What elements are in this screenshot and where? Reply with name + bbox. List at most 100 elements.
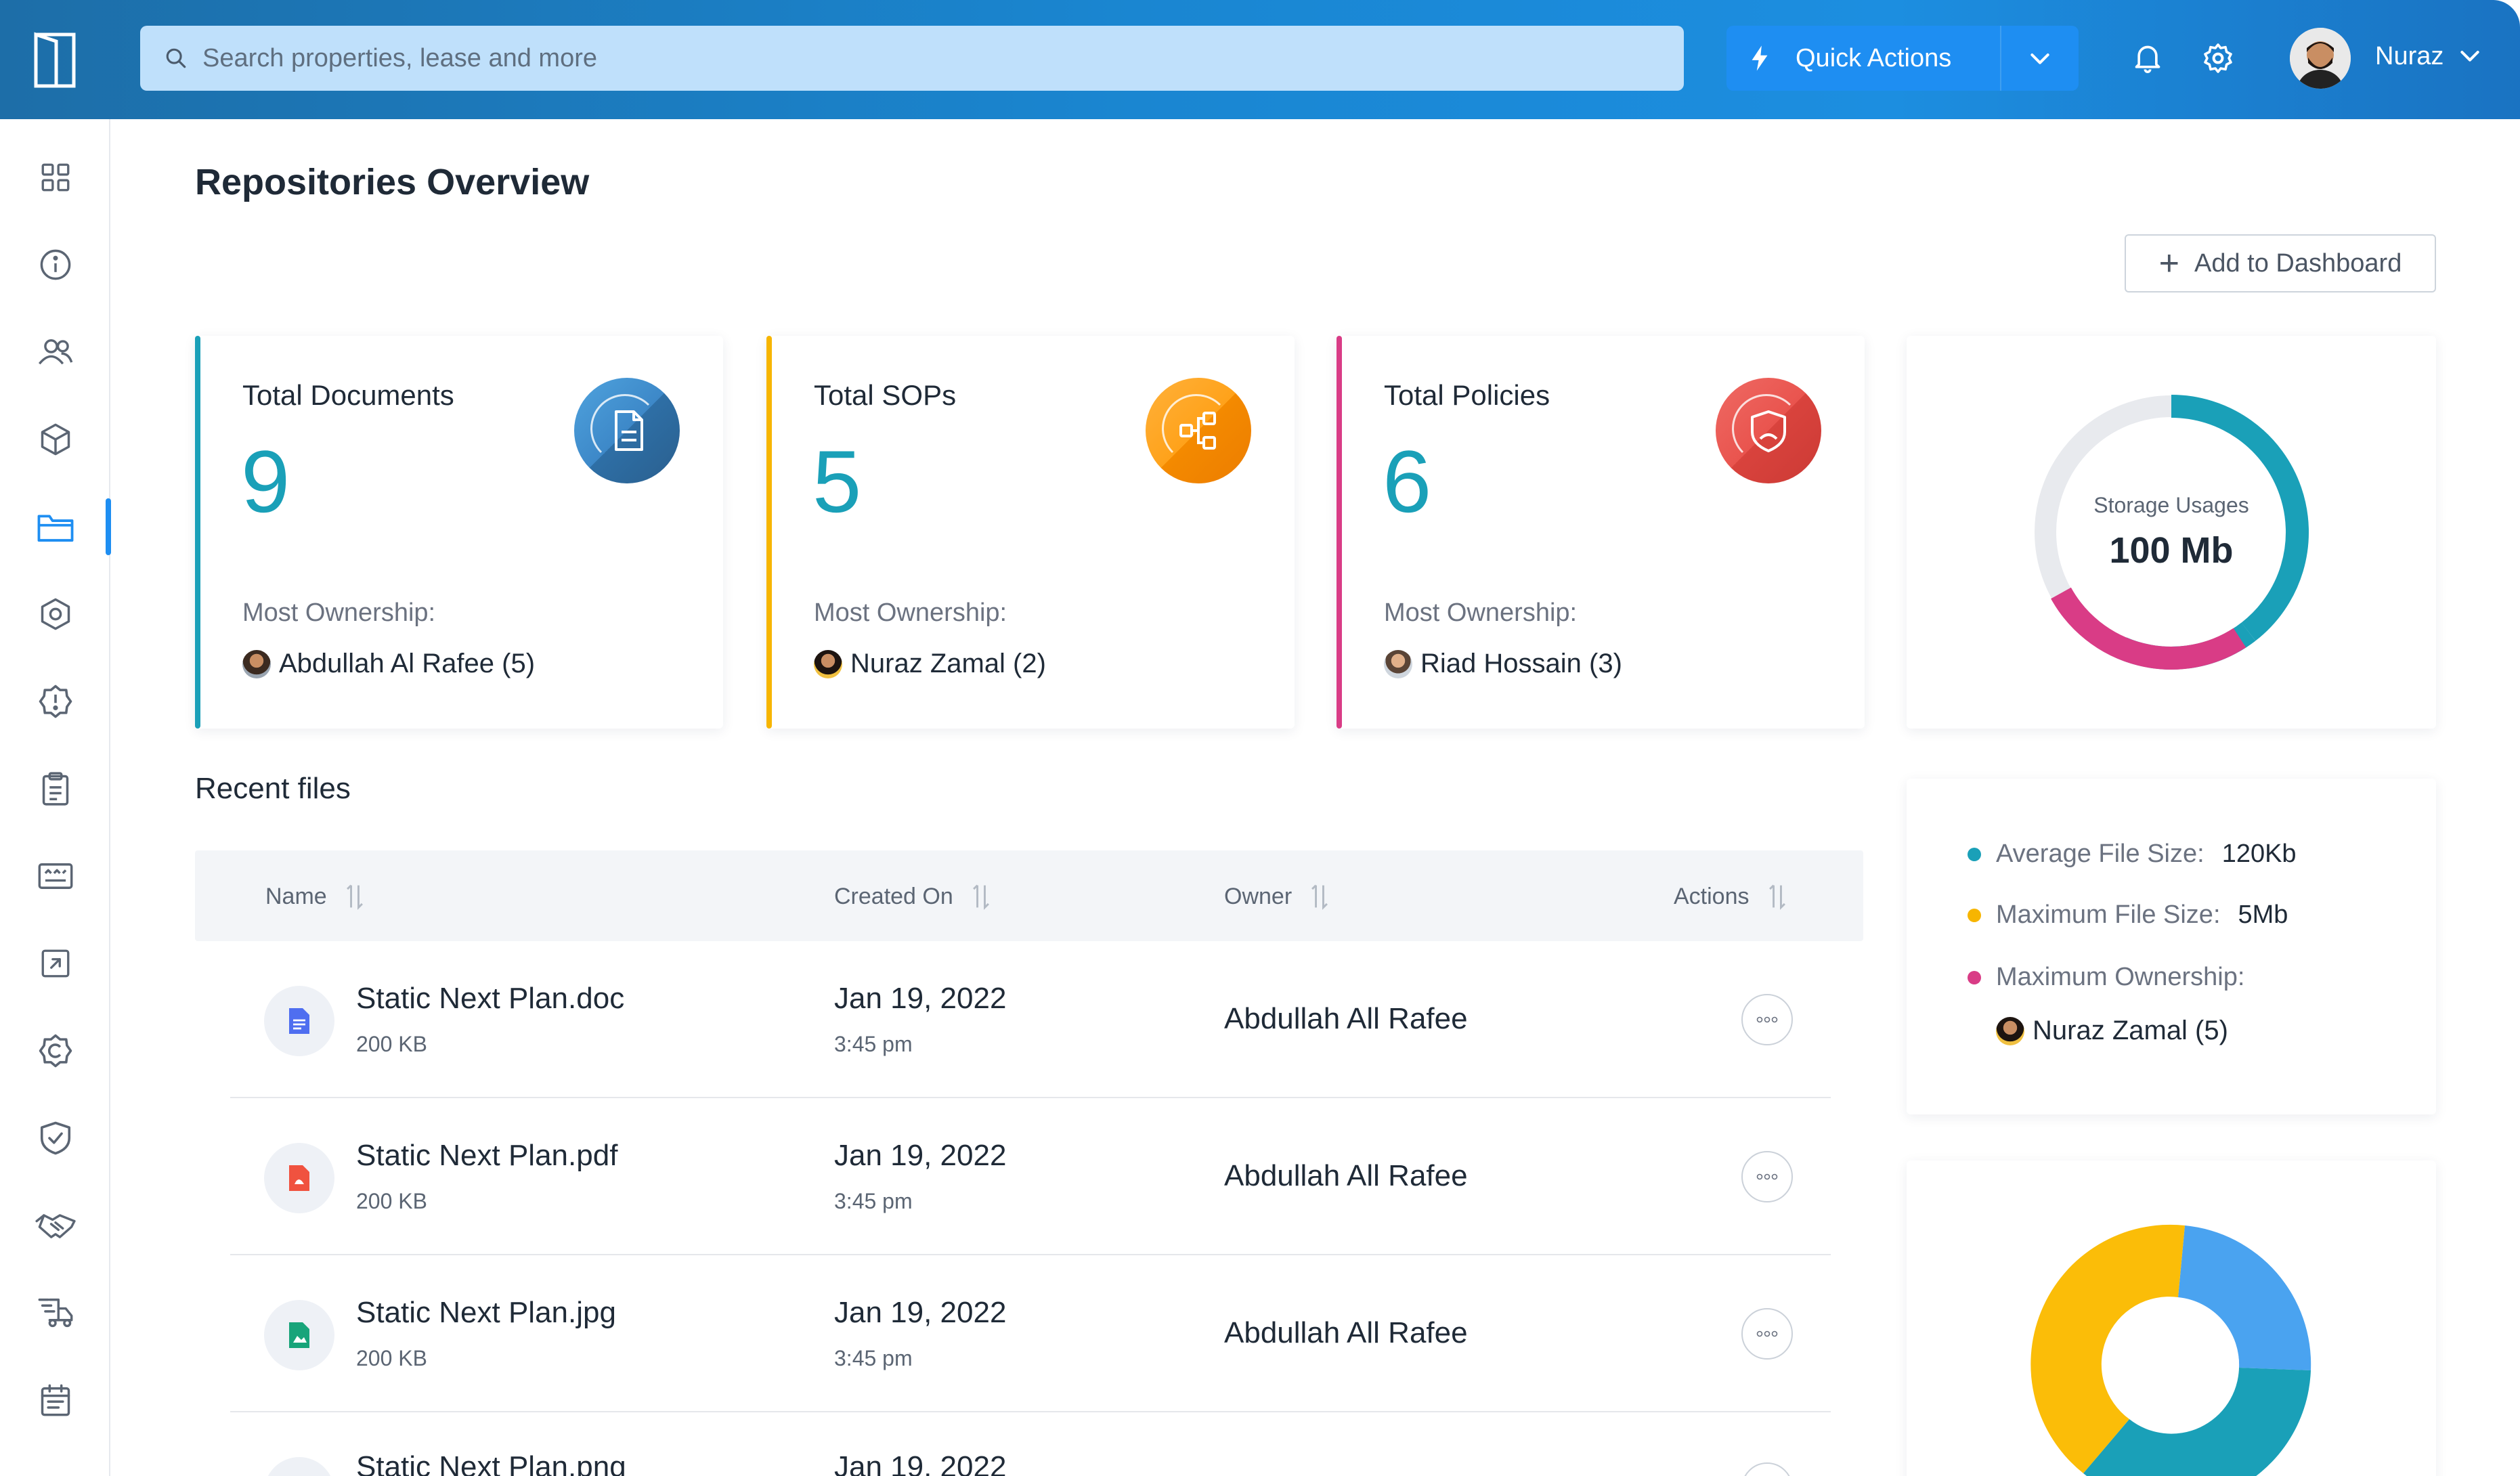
user-name[interactable]: Nuraz (2375, 42, 2444, 70)
column-label: Created On (834, 883, 953, 909)
pdf-file-icon (264, 1143, 334, 1213)
column-header-name[interactable]: Name (265, 883, 365, 910)
search-bar[interactable] (140, 26, 1684, 91)
sidebar-item-assets[interactable] (0, 406, 110, 473)
file-owner: Abdullah All Rafee (1224, 1159, 1468, 1192)
settings-button[interactable] (2198, 38, 2238, 79)
file-time: 3:45 pm (834, 1189, 913, 1213)
card-value: 5 (812, 432, 862, 531)
user-menu-toggle[interactable] (2456, 42, 2483, 72)
card-accent (766, 336, 772, 729)
page-title: Repositories Overview (195, 162, 590, 202)
sidebar-item-partners[interactable] (0, 1192, 110, 1259)
donut-segment-other (2051, 587, 2246, 670)
stat-ownership-owner: Nuraz Zamal (5) (1996, 1016, 2228, 1046)
sidebar-item-delivery[interactable] (0, 1279, 110, 1347)
distribution-donut-chart (2030, 1224, 2311, 1476)
column-header-created-on[interactable]: Created On (834, 883, 991, 910)
app-logo[interactable] (0, 0, 110, 119)
notifications-button[interactable] (2127, 38, 2168, 79)
image-file-icon (264, 1300, 334, 1370)
table-row[interactable]: Static Next Plan.pdf 200 KB Jan 19, 2022… (230, 1100, 1831, 1255)
stat-label: Maximum Ownership: (1996, 963, 2245, 991)
sidebar-item-export[interactable] (0, 930, 110, 997)
chevron-down-icon (2460, 51, 2479, 62)
grid-icon (41, 163, 69, 192)
file-time: 3:45 pm (834, 1346, 913, 1370)
legend-dot (1968, 847, 1981, 861)
column-header-actions[interactable]: Actions (1674, 883, 1787, 910)
clipboard-icon (42, 772, 68, 806)
quick-actions-dropdown[interactable] (2001, 26, 2079, 91)
recent-files-title: Recent files (195, 772, 351, 805)
user-avatar[interactable] (2290, 28, 2351, 89)
card-owner: Nuraz Zamal (2) (814, 649, 1046, 679)
card-owner-name: Nuraz Zamal (2) (850, 649, 1046, 678)
quick-actions-button[interactable]: Quick Actions (1726, 26, 2001, 91)
quick-actions: Quick Actions (1726, 26, 2079, 91)
card-owner: Abdullah Al Rafee (5) (242, 649, 535, 679)
sidebar-item-security[interactable] (0, 1104, 110, 1172)
storage-donut-chart (2035, 395, 2309, 670)
sidebar-item-repositories[interactable] (0, 493, 110, 561)
file-name[interactable]: Static Next Plan.jpg (356, 1296, 616, 1329)
file-time: 3:45 pm (834, 1032, 913, 1056)
sidebar-item-info[interactable] (0, 231, 110, 299)
sidebar-item-tickets[interactable] (0, 842, 110, 910)
image-file-icon (264, 1457, 334, 1476)
card-value: 6 (1383, 432, 1432, 531)
storage-label: Storage Usages (2093, 493, 2249, 517)
sidebar-item-tasks[interactable] (0, 755, 110, 823)
stat-average-file-size: Average File Size: 120Kb (1968, 840, 2297, 869)
file-size: 200 KB (356, 1189, 427, 1213)
handshake-icon (35, 1214, 76, 1238)
sidebar-nav (0, 119, 111, 1476)
table-header: Name Created On Owner Actions (195, 850, 1863, 941)
cube-icon (41, 423, 70, 456)
stat-maximum-ownership: Maximum Ownership: (1968, 963, 2244, 992)
row-actions-button[interactable] (1741, 994, 1793, 1045)
file-name[interactable]: Static Next Plan.png (356, 1450, 626, 1476)
users-icon (38, 339, 72, 365)
add-to-dashboard-button[interactable]: + Add to Dashboard (2125, 234, 2436, 292)
sidebar-item-compliance[interactable] (0, 1017, 110, 1085)
table-row[interactable]: Static Next Plan.jpg 200 KB Jan 19, 2022… (230, 1257, 1831, 1412)
alert-icon (39, 685, 72, 718)
file-name[interactable]: Static Next Plan.doc (356, 982, 625, 1015)
table-row[interactable]: Static Next Plan.png Jan 19, 2022 (230, 1414, 1831, 1476)
avatar-photo-icon (2290, 28, 2351, 89)
row-actions-button[interactable] (1741, 1462, 1793, 1476)
donut-segment-used (2171, 395, 2309, 641)
card-owner-name: Abdullah Al Rafee (5) (279, 649, 536, 678)
file-name[interactable]: Static Next Plan.pdf (356, 1139, 618, 1172)
sidebar-item-calendar[interactable] (0, 1366, 110, 1434)
card-total-sops: Total SOPs 5 Most Ownership: Nuraz Zamal… (766, 336, 1295, 729)
door-logo-icon (34, 32, 75, 88)
card-total-policies: Total Policies 6 Most Ownership: Riad Ho… (1337, 336, 1865, 729)
donut-slice-yellow (2030, 1224, 2185, 1473)
card-accent (1337, 336, 1342, 729)
donut-slice-teal (2083, 1368, 2311, 1476)
sidebar-item-dashboard[interactable] (0, 144, 110, 211)
stat-value: 5Mb (2238, 900, 2288, 929)
search-input[interactable] (202, 43, 1624, 73)
file-date: Jan 19, 2022 (834, 1450, 1007, 1476)
card-title: Total Policies (1384, 379, 1550, 411)
sort-icon (1768, 884, 1785, 910)
sort-icon (346, 884, 363, 910)
row-actions-button[interactable] (1741, 1308, 1793, 1360)
sidebar-active-indicator (106, 498, 111, 555)
sidebar-item-settings[interactable] (0, 580, 110, 648)
file-size: 200 KB (356, 1032, 427, 1056)
distribution-panel (1907, 1160, 2436, 1476)
table-row[interactable]: Static Next Plan.doc 200 KB Jan 19, 2022… (230, 942, 1831, 1098)
card-total-documents: Total Documents 9 Most Ownership: Abdull… (195, 336, 723, 729)
card-owner-name: Riad Hossain (3) (1420, 649, 1622, 678)
sidebar-item-alerts[interactable] (0, 668, 110, 735)
sidebar-item-users[interactable] (0, 318, 110, 386)
row-actions-button[interactable] (1741, 1151, 1793, 1202)
workflow-icon (1146, 378, 1251, 483)
delivery-icon (38, 1298, 72, 1328)
column-header-owner[interactable]: Owner (1224, 883, 1330, 910)
more-dots-icon (1756, 1173, 1778, 1180)
